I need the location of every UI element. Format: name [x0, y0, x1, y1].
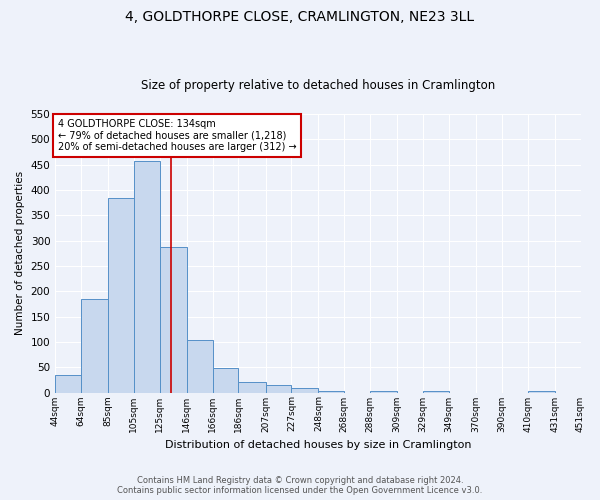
Text: 4, GOLDTHORPE CLOSE, CRAMLINGTON, NE23 3LL: 4, GOLDTHORPE CLOSE, CRAMLINGTON, NE23 3…: [125, 10, 475, 24]
Bar: [55, 375, 81, 392]
Bar: [81, 300, 108, 392]
Text: Contains HM Land Registry data © Crown copyright and database right 2024.
Contai: Contains HM Land Registry data © Crown c…: [118, 476, 482, 495]
Bar: [266, 385, 292, 392]
Text: 4 GOLDTHORPE CLOSE: 134sqm
← 79% of detached houses are smaller (1,218)
20% of s: 4 GOLDTHORPE CLOSE: 134sqm ← 79% of deta…: [58, 119, 296, 152]
Y-axis label: Number of detached properties: Number of detached properties: [15, 171, 25, 336]
Bar: [160, 246, 187, 392]
Bar: [134, 160, 160, 392]
Bar: [423, 391, 449, 392]
Bar: [212, 368, 238, 392]
Bar: [108, 198, 134, 392]
Bar: [187, 340, 212, 392]
Title: Size of property relative to detached houses in Cramlington: Size of property relative to detached ho…: [141, 79, 495, 92]
X-axis label: Distribution of detached houses by size in Cramlington: Distribution of detached houses by size …: [164, 440, 471, 450]
Bar: [319, 391, 344, 392]
Bar: [238, 382, 266, 392]
Bar: [370, 391, 397, 392]
Bar: [527, 391, 554, 392]
Bar: [292, 388, 319, 392]
